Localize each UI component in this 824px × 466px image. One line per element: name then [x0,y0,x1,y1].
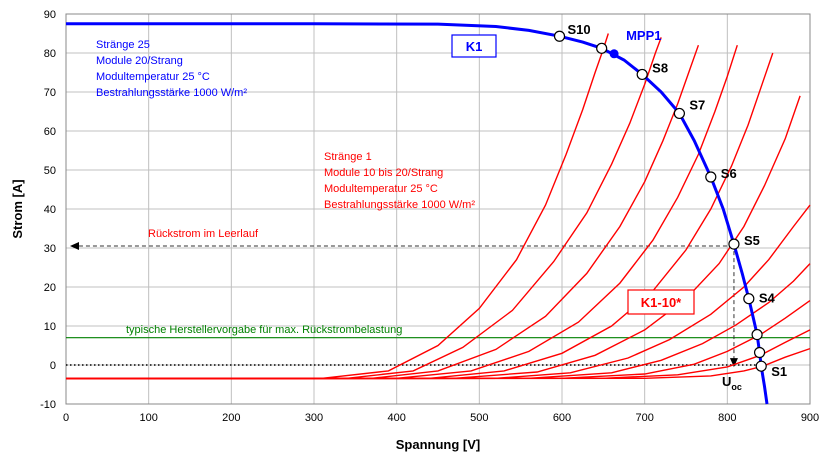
x-tick-label: 900 [801,412,819,424]
uoc-arrowhead [729,358,738,368]
intersection-point [636,68,648,81]
uoc-label: Uoc [722,374,742,392]
intersection-point [705,171,717,183]
y-tick-label: 10 [44,321,56,333]
k1-label: K1 [466,39,483,54]
limit-line-label: typische Herstellervorgabe für max. Rück… [126,324,402,336]
mpp-marker [609,49,619,59]
y-ticks: -10 0 10 20 30 40 50 60 70 80 90 [40,9,56,411]
x-tick-label: 100 [139,412,157,424]
x-axis-label: Spannung [V] [396,437,481,452]
k1-10-curve-13 [65,263,811,380]
point-label-s4: S4 [759,291,776,306]
point-label-s1: S1 [771,364,787,379]
intersection-point [728,238,740,250]
red-param-irradiance: Bestrahlungsstärke 1000 W/m² [324,199,475,211]
intersection-point [673,107,685,120]
point-label-s6: S6 [721,166,737,181]
intersection-markers: S1 S4 S5 S6 S7 S8 S10 [553,22,787,379]
blue-param-temperature: Modultemperatur 25 °C [96,71,210,83]
red-param-temperature: Modultemperatur 25 °C [324,183,438,195]
y-tick-label: 30 [44,243,56,255]
k1-10-curve-16 [65,52,774,380]
y-tick-label: 40 [44,204,56,216]
x-tick-label: 400 [387,412,405,424]
point-label-s5: S5 [744,233,760,248]
blue-param-strings: Stränge 25 [96,39,150,51]
intersection-point [553,30,566,42]
mpp-label: MPP1 [626,28,661,43]
annotations: Stränge 25 Module 20/Strang Modultempera… [96,28,742,392]
k1-10-label: K1-10* [641,295,682,310]
x-tick-label: 300 [305,412,323,424]
reverse-current-label: Rückstrom im Leerlauf [148,228,259,240]
red-param-strings: Stränge 1 [324,151,372,163]
x-tick-label: 200 [222,412,240,424]
x-tick-label: 0 [63,412,69,424]
y-tick-label: 60 [44,126,56,138]
x-ticks: 0 100 200 300 400 500 600 700 800 900 [63,412,819,424]
k1-10-curve-10 [65,347,811,380]
y-tick-label: 70 [44,87,56,99]
y-axis-label: Strom [A] [10,179,25,238]
k1-10-curve-20 [65,33,609,380]
y-tick-label: -10 [40,399,56,411]
x-tick-label: 600 [553,412,571,424]
intersection-point [751,328,763,341]
blue-param-irradiance: Bestrahlungsstärke 1000 W/m² [96,87,247,99]
x-tick-label: 500 [470,412,488,424]
uoc-main: U [722,374,731,389]
x-tick-label: 700 [635,412,653,424]
intersection-point [743,293,755,305]
y-tick-label: 50 [44,165,56,177]
intersection-point [753,346,766,359]
plot-frame [65,13,811,405]
k1-10-curve-12 [65,300,811,380]
auxiliary-lines [66,242,810,368]
y-tick-label: 80 [44,48,56,60]
y-tick-label: 0 [50,360,56,372]
reverse-current-arrowhead [70,242,79,251]
k1-label-box [451,34,497,58]
y-tick-label: 90 [44,9,56,21]
k1-10-label-box [627,289,695,315]
intersection-point [755,360,767,372]
blue-param-modules: Module 20/Strang [96,55,183,67]
y-tick-label: 20 [44,282,56,294]
point-label-s8: S8 [652,60,668,75]
k1-10-curve-18 [65,44,700,380]
x-tick-label: 800 [718,412,736,424]
point-label-s10: S10 [568,22,591,37]
intersection-point [596,42,608,54]
k1-10-curve-14 [65,204,811,380]
k1-10-curve-11 [65,329,811,380]
k1-10-curve-17 [65,44,738,380]
point-label-s7: S7 [689,97,705,112]
uoc-subscript: oc [731,382,742,392]
red-param-modules: Module 10 bis 20/Strang [324,167,443,179]
